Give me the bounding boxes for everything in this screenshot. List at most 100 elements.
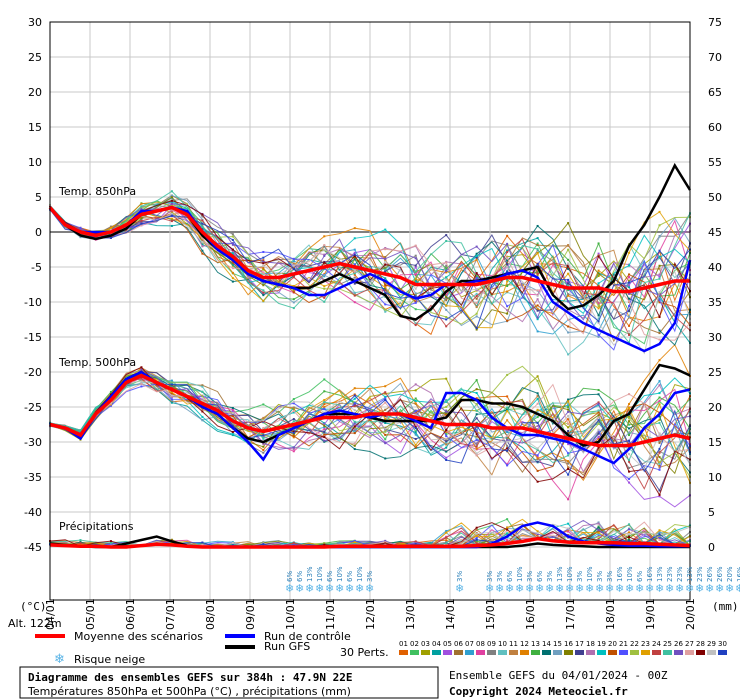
member-point — [658, 464, 661, 467]
member-point — [658, 461, 661, 464]
member-point — [658, 294, 661, 297]
member-point — [323, 422, 326, 425]
member-point — [475, 447, 478, 450]
member-point — [109, 392, 112, 395]
snowflake-icon: ❄ — [595, 582, 604, 595]
member-point — [628, 264, 631, 267]
right-tick-label: 70 — [708, 51, 722, 64]
member-point — [384, 457, 387, 460]
member-point — [292, 418, 295, 421]
member-point — [292, 398, 295, 401]
member-point — [658, 235, 661, 238]
member-point — [475, 328, 478, 331]
member-point — [414, 257, 417, 260]
member-point — [414, 287, 417, 290]
member-point — [414, 413, 417, 416]
pert-number: 19 — [597, 640, 606, 648]
member-point — [597, 333, 600, 336]
member-point — [506, 532, 509, 535]
snowflake-icon: ❄ — [695, 582, 704, 595]
pert-number: 21 — [619, 640, 628, 648]
member-point — [353, 397, 356, 400]
pert-swatch — [652, 650, 661, 655]
member-point — [445, 267, 448, 270]
member-point — [475, 430, 478, 433]
member-point — [597, 452, 600, 455]
member-point — [597, 437, 600, 440]
member-point — [79, 430, 82, 433]
member-point — [597, 317, 600, 320]
member-point — [140, 368, 143, 371]
member-point — [658, 451, 661, 454]
member-point — [475, 426, 478, 429]
member-point — [292, 307, 295, 310]
member-point — [414, 397, 417, 400]
snowflake-icon: ❄ — [315, 582, 324, 595]
member-point — [567, 426, 570, 429]
member-point — [597, 428, 600, 431]
member-point — [506, 434, 509, 437]
member-point — [384, 438, 387, 441]
member-point — [658, 396, 661, 399]
chart-title: Diagramme des ensembles GEFS sur 384h : … — [28, 671, 353, 684]
member-point — [262, 293, 265, 296]
member-point — [262, 443, 265, 446]
member-point — [567, 244, 570, 247]
member-point — [567, 467, 570, 470]
member-point — [597, 409, 600, 412]
right-tick-label: 75 — [708, 16, 722, 29]
member-point — [170, 224, 173, 227]
member-point — [414, 279, 417, 282]
member-point — [628, 281, 631, 284]
member-point — [292, 541, 295, 544]
snowflake-icon: ❄ — [455, 582, 464, 595]
member-point — [475, 532, 478, 535]
member-point — [292, 301, 295, 304]
member-point — [658, 489, 661, 492]
member-point — [567, 530, 570, 533]
member-point — [414, 412, 417, 415]
member-point — [506, 395, 509, 398]
member-point — [475, 537, 478, 540]
member-point — [201, 252, 204, 255]
member-point — [475, 538, 478, 541]
member-point — [445, 271, 448, 274]
member-point — [658, 301, 661, 304]
member-point — [597, 254, 600, 257]
member-point — [323, 285, 326, 288]
member-point — [597, 255, 600, 258]
member-line-t850 — [49, 202, 691, 331]
member-point — [567, 264, 570, 267]
member-point — [109, 236, 112, 239]
pert-number: 20 — [608, 640, 617, 648]
member-point — [323, 436, 326, 439]
member-point — [109, 390, 112, 393]
member-point — [536, 309, 539, 312]
member-point — [262, 265, 265, 268]
member-point — [475, 288, 478, 291]
member-point — [628, 333, 631, 336]
member-point — [445, 318, 448, 321]
legend-gfs-label: Run GFS — [264, 640, 310, 653]
member-point — [658, 392, 661, 395]
member-point — [475, 454, 478, 457]
member-point — [384, 286, 387, 289]
member-point — [201, 240, 204, 243]
left-tick-label: 5 — [35, 191, 42, 204]
snowflake-icon: ❄ — [305, 582, 314, 595]
right-tick-label: 65 — [708, 86, 722, 99]
snow-risk-pct: 13% — [656, 566, 664, 582]
snow-risk-pct: 6% — [506, 571, 514, 582]
member-point — [597, 295, 600, 298]
member-point — [292, 430, 295, 433]
member-point — [414, 540, 417, 543]
member-point — [658, 297, 661, 300]
member-point — [536, 316, 539, 319]
member-point — [170, 214, 173, 217]
member-point — [628, 431, 631, 434]
member-point — [506, 539, 509, 542]
member-point — [445, 264, 448, 267]
member-point — [628, 315, 631, 318]
member-point — [384, 392, 387, 395]
member-point — [353, 539, 356, 542]
